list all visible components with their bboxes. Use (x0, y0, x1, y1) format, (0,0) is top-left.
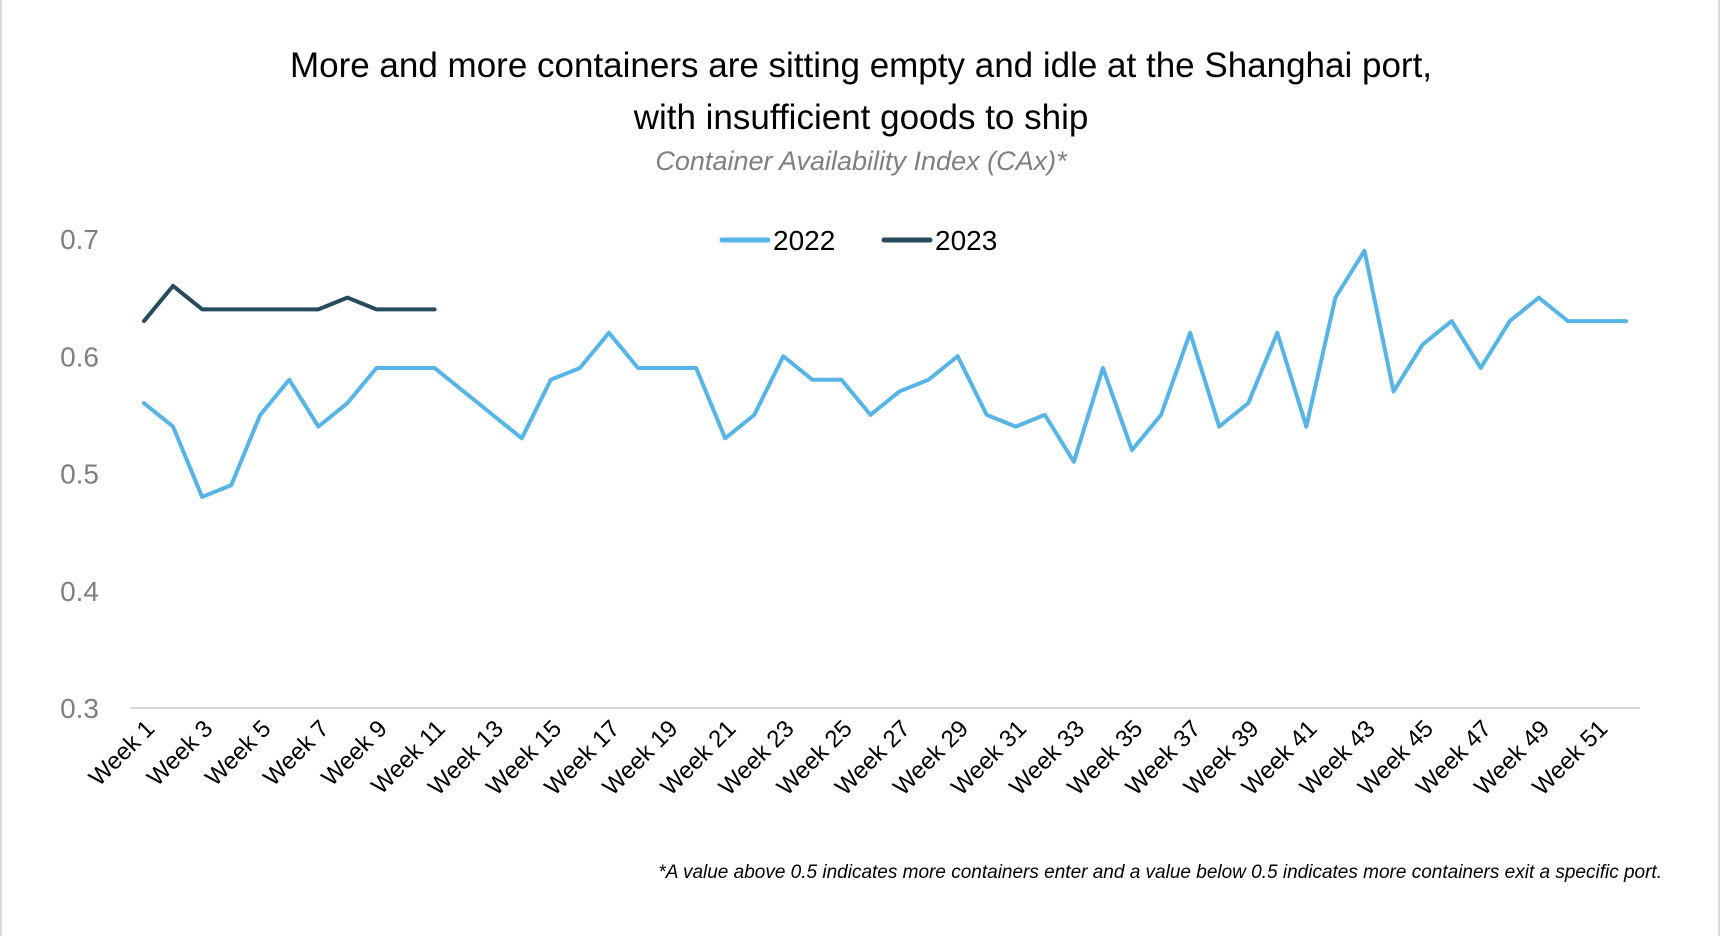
legend-label-2022: 2022 (773, 225, 835, 256)
chart-title-line2: with insufficient goods to ship (633, 98, 1089, 137)
y-tick-label: 0.7 (60, 224, 99, 255)
chart-subtitle: Container Availability Index (CAx)* (655, 146, 1067, 176)
chart-title: More and more containers are sitting emp… (289, 46, 1433, 85)
y-tick-label: 0.4 (60, 576, 99, 607)
y-tick-label: 0.6 (60, 341, 99, 372)
series-line-2023 (142, 283, 437, 324)
y-tick-label: 0.3 (60, 693, 99, 724)
series-line-2022 (142, 248, 1628, 499)
y-tick-label: 0.5 (60, 459, 99, 490)
legend-label-2023: 2023 (935, 225, 997, 256)
footnote: *A value above 0.5 indicates more contai… (658, 862, 1662, 883)
